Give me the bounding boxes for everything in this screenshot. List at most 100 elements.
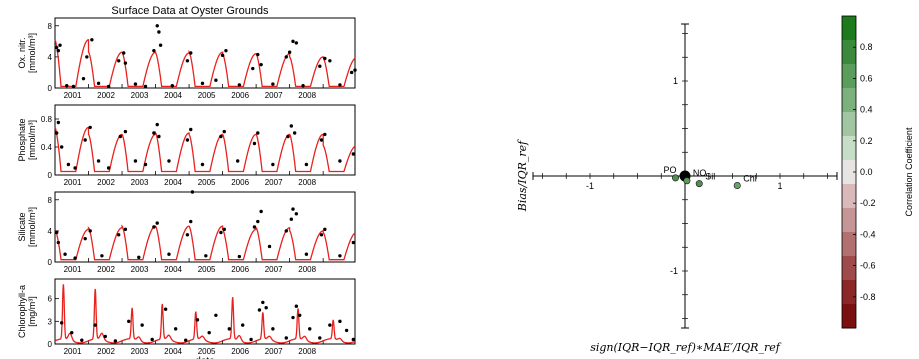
- y-tick-label: -1: [670, 266, 678, 276]
- x-tick-label: 2007: [265, 178, 283, 187]
- x-tick-label: 2006: [231, 347, 249, 356]
- observation-point: [152, 48, 156, 53]
- colorbar-segment: [842, 40, 856, 65]
- observation-point: [261, 300, 265, 305]
- observation-point: [204, 254, 208, 258]
- observation-point: [351, 152, 356, 156]
- target-diagram: -1 1 1 -1 sign(IQR−IQR_ref)∗MAE′/IQR_ref Bias…: [516, 23, 838, 354]
- observation-point: [113, 339, 118, 343]
- observation-point: [222, 129, 226, 134]
- observation-point: [143, 162, 148, 167]
- observation-point: [195, 318, 200, 322]
- colorbar-segment: [842, 256, 856, 281]
- observation-point: [291, 315, 295, 320]
- x-tick-label: 2003: [131, 178, 149, 187]
- observation-point: [284, 55, 288, 59]
- y-tick-label: 0.4: [41, 143, 53, 152]
- x-tick-label: 2006: [231, 91, 249, 100]
- observation-point: [287, 50, 292, 54]
- plot-frame: [54, 104, 356, 176]
- target-point-label: NO: [693, 168, 707, 178]
- observation-point: [338, 83, 342, 87]
- observation-point: [252, 141, 257, 146]
- x-tick-label: 2008: [298, 91, 316, 100]
- observation-point: [90, 38, 94, 42]
- x-axis-label: date: [195, 356, 215, 359]
- colorbar-segment: [842, 304, 856, 329]
- observation-point: [173, 327, 178, 331]
- observation-point: [122, 51, 126, 55]
- observation-point: [297, 313, 302, 317]
- observation-point: [152, 131, 156, 135]
- observation-point: [257, 308, 262, 312]
- panel-silicate: 0 4 8 2001 2002 2003 2004 2005 2006 2007 2008 Silic…: [17, 190, 356, 274]
- observation-point: [137, 255, 141, 260]
- observation-point: [259, 62, 263, 67]
- observation-point: [73, 166, 77, 170]
- y-axis-label: Ox. nitr.: [17, 37, 27, 68]
- observation-point: [155, 122, 159, 127]
- observation-point: [83, 138, 87, 142]
- colorbar-segment: [842, 64, 856, 89]
- x-tick-label: 2005: [198, 91, 216, 100]
- y-axis-label: Silicate: [17, 212, 27, 241]
- colorbar-segment: [842, 208, 856, 233]
- observation-point: [155, 24, 159, 28]
- x-tick-label: 2004: [164, 347, 182, 356]
- observation-point: [284, 229, 288, 233]
- colorbar-tick-label: 0.4: [860, 105, 873, 115]
- observation-point: [289, 124, 294, 128]
- y-axis-unit: [mg/m³]: [27, 296, 37, 327]
- x-tick-label: 2001: [64, 178, 82, 187]
- plot-frame: [54, 191, 356, 263]
- observation-point: [106, 84, 111, 89]
- observation-point: [291, 39, 295, 44]
- observation-point: [133, 159, 138, 163]
- observation-point: [235, 159, 240, 163]
- observation-point: [88, 125, 92, 130]
- observation-point: [291, 207, 295, 211]
- observation-point: [249, 337, 253, 342]
- x-tick-label: 2008: [298, 265, 316, 274]
- observation-point: [190, 190, 195, 194]
- observation-point: [54, 45, 59, 50]
- observation-point: [256, 131, 260, 135]
- colorbar-tick-label: -0.6: [860, 261, 876, 271]
- colorbar-tick-label: -0.4: [860, 229, 876, 239]
- colorbar-segment: [842, 160, 856, 185]
- observation-point: [54, 230, 59, 235]
- observation-point: [289, 217, 294, 221]
- observation-point: [127, 319, 131, 324]
- observation-point: [351, 337, 356, 342]
- observation-point: [60, 321, 64, 325]
- observation-point: [60, 145, 64, 149]
- colorbar-segment: [842, 232, 856, 257]
- x-tick-label: 2007: [265, 347, 283, 356]
- colorbar-tick-label: 0.6: [860, 73, 873, 83]
- observation-point: [184, 338, 188, 342]
- observation-point: [185, 59, 190, 63]
- observation-point: [96, 159, 101, 163]
- observation-point: [170, 83, 175, 88]
- observation-point: [200, 81, 205, 86]
- y-tick-label: 3: [48, 317, 53, 326]
- y-axis-unit: [mmol/m³]: [27, 207, 37, 247]
- x-axis-label: sign(IQR−IQR_ref)∗MAE′/IQR_ref: [590, 341, 782, 354]
- x-tick-label: 2002: [97, 91, 115, 100]
- observation-point: [123, 129, 128, 134]
- observation-point: [100, 254, 104, 258]
- observation-point: [73, 256, 77, 260]
- x-tick-label: -1: [586, 181, 594, 191]
- observation-point: [54, 131, 59, 135]
- x-tick-label: 2008: [298, 178, 316, 187]
- x-tick-label: 2005: [198, 265, 216, 274]
- observation-point: [271, 82, 275, 86]
- observation-point: [63, 252, 67, 256]
- y-tick-label: 4: [48, 53, 53, 62]
- observation-point: [344, 328, 349, 333]
- observation-point: [150, 337, 154, 342]
- figure-title: Surface Data at Oyster Grounds: [111, 5, 269, 17]
- observation-point: [56, 48, 61, 53]
- observation-point: [351, 240, 356, 245]
- observation-point: [167, 159, 171, 163]
